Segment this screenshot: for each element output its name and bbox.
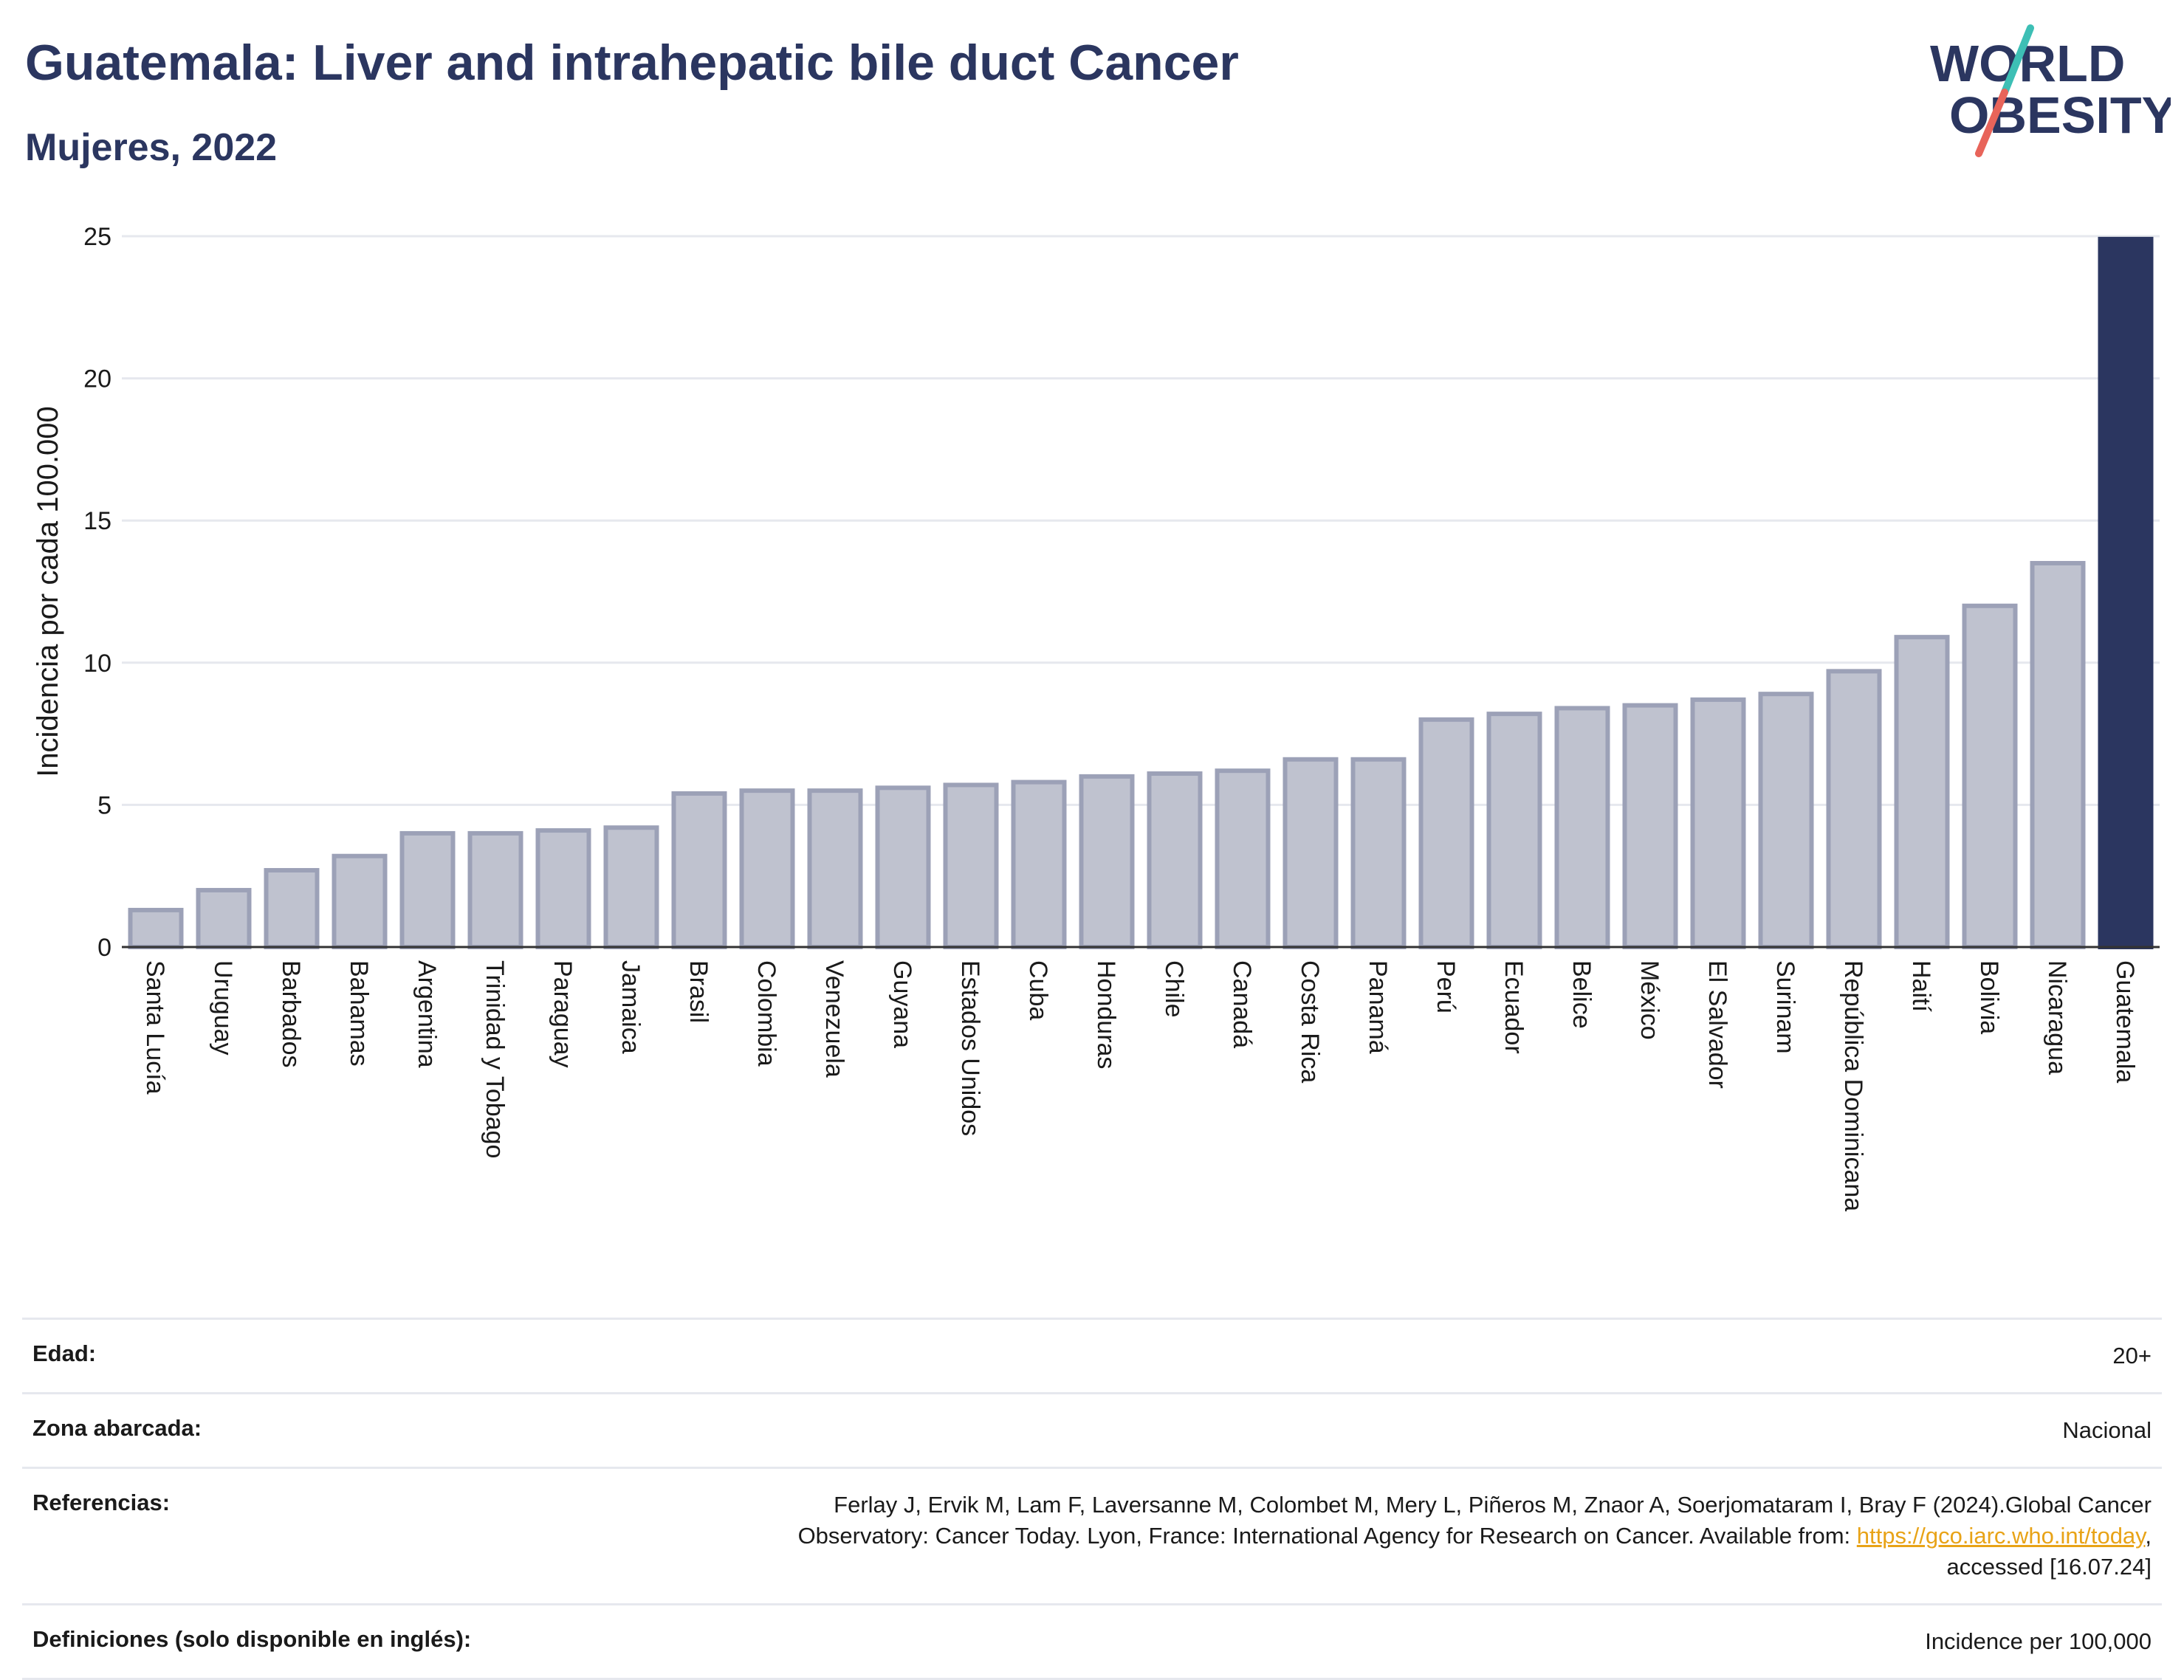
bar-uruguay [196, 887, 252, 950]
bar-bahamas [332, 853, 388, 950]
reference-text-1: Ferlay J, Ervik M, Lam F, Laversanne M, … [834, 1492, 2152, 1518]
age-value: 20+ [2112, 1343, 2152, 1369]
info-row-age: Edad: 20+ [22, 1318, 2162, 1394]
x-tick-label: Chile [1160, 960, 1188, 1017]
x-tick-label: Venezuela [820, 960, 848, 1078]
y-axis-label: Incidencia por cada 100.000 [32, 406, 64, 777]
x-tick-label: Barbados [277, 960, 305, 1068]
bar-paraguay [535, 828, 591, 949]
info-row-zone: Zona abarcada: Nacional [22, 1393, 2162, 1468]
x-tick-label: Santa Lucía [141, 960, 169, 1095]
y-tick-label: 5 [97, 791, 111, 819]
x-tick-label: Cuba [1024, 960, 1052, 1020]
bar-chart: 0 5 10 15 20 25 Santa Lucía Uruguay Barbados Bah… [32, 223, 2160, 1211]
x-tick-label: Bolivia [1975, 960, 2003, 1034]
bar-santa-lucía [128, 907, 184, 950]
y-tick-label: 10 [83, 650, 111, 678]
x-tick-label: Argentina [413, 960, 441, 1068]
x-tick-label: Colombia [752, 960, 780, 1067]
logo-slash-top [2001, 24, 2034, 96]
bar-argentina [399, 830, 456, 949]
page-subtitle: Mujeres, 2022 [25, 126, 278, 169]
x-tick-label: Honduras [1092, 960, 1120, 1069]
x-tick-label: Trinidad y Tobago [481, 960, 509, 1158]
x-tick-label: Guatemala [2111, 960, 2139, 1083]
bar-estados-unidos [943, 782, 999, 949]
x-tick-label: Costa Rica [1296, 960, 1324, 1083]
bar-cuba [1011, 779, 1067, 949]
bar-barbados [264, 867, 320, 949]
definitions-label: Definiciones (solo disponible en inglés)… [32, 1626, 472, 1652]
x-tick-label: Uruguay [209, 960, 237, 1056]
info-row-references: Referencias: Ferlay J, Ervik M, Lam F, L… [22, 1467, 2162, 1605]
y-tick-label: 25 [83, 223, 111, 251]
x-tick-labels: Santa Lucía Uruguay Barbados Bahamas Argenti… [141, 960, 2139, 1211]
x-tick-label: Guyana [888, 960, 916, 1048]
y-tick-label: 20 [83, 365, 111, 393]
bar-méxico [1622, 703, 1678, 950]
x-tick-label: República Dominicana [1839, 960, 1867, 1211]
reference-text-4: accessed [16.07.24] [1946, 1554, 2152, 1580]
bar-el-salvador [1690, 697, 1746, 949]
x-tick-label: Belice [1567, 960, 1596, 1029]
x-tick-label: Estados Unidos [956, 960, 984, 1136]
bar-haití [1894, 635, 1950, 950]
grid-lines [122, 235, 2160, 806]
bar-nicaragua [2030, 560, 2086, 950]
bar-bolivia [1962, 603, 2018, 949]
x-tick-label: El Salvador [1703, 960, 1731, 1089]
x-tick-label: Surinam [1771, 960, 1799, 1054]
bar-jamaica [603, 825, 659, 949]
bar-canadá [1215, 768, 1271, 950]
x-tick-label: Panamá [1364, 960, 1392, 1054]
x-tick-label: Brasil [684, 960, 712, 1023]
bar-guyana [875, 785, 931, 950]
reference-link[interactable]: https://gco.iarc.who.int/today [1856, 1523, 2146, 1549]
y-tick-labels: 0 5 10 15 20 25 [83, 223, 111, 962]
x-tick-label: Jamaica [617, 960, 645, 1054]
info-row-definitions: Definiciones (solo disponible en inglés)… [22, 1604, 2162, 1679]
x-tick-label: Haití [1907, 960, 1935, 1012]
bars [128, 236, 2154, 950]
y-tick-label: 15 [83, 507, 111, 535]
reference-text-3: , [2145, 1523, 2152, 1549]
bar-panamá [1350, 757, 1407, 949]
references-label: Referencias: [32, 1490, 171, 1515]
bar-trinidad-y-tobago [467, 830, 523, 949]
bar-brasil [671, 791, 727, 949]
definitions-value: Incidence per 100,000 [1925, 1628, 2152, 1654]
x-tick-label: Nicaragua [2043, 960, 2071, 1075]
bar-venezuela [807, 788, 863, 950]
y-tick-label: 0 [97, 934, 111, 962]
zone-label: Zona abarcada: [32, 1415, 202, 1441]
x-tick-label: Bahamas [345, 960, 373, 1067]
page-title: Guatemala: Liver and intrahepatic bile d… [25, 35, 1239, 91]
x-tick-label: Canadá [1228, 960, 1256, 1048]
zone-value: Nacional [2062, 1417, 2152, 1443]
bar-guatemala [2098, 236, 2154, 950]
reference-text-2: Observatory: Cancer Today. Lyon, France:… [797, 1523, 1857, 1549]
bar-surinam [1758, 692, 1814, 949]
x-tick-label: Ecuador [1500, 960, 1528, 1054]
bar-ecuador [1486, 712, 1542, 949]
logo-slash-bottom [1975, 89, 2008, 157]
bar-belice [1554, 706, 1610, 949]
x-tick-label: Perú [1432, 960, 1460, 1013]
references-value: Ferlay J, Ervik M, Lam F, Laversanne M, … [558, 1468, 2162, 1605]
x-tick-label: Paraguay [549, 960, 577, 1068]
age-label: Edad: [32, 1340, 97, 1366]
x-tick-label: México [1635, 960, 1663, 1040]
bar-chile [1147, 771, 1203, 950]
bar-honduras [1079, 774, 1135, 949]
bar-república-dominicana [1826, 669, 1882, 950]
world-obesity-logo: WORLD OBESITY [1930, 24, 2171, 157]
bar-costa-rica [1282, 757, 1339, 949]
bar-perú [1418, 717, 1474, 950]
info-table: Edad: 20+ Zona abarcada: Nacional Refere… [22, 1318, 2162, 1680]
bar-colombia [739, 788, 795, 950]
